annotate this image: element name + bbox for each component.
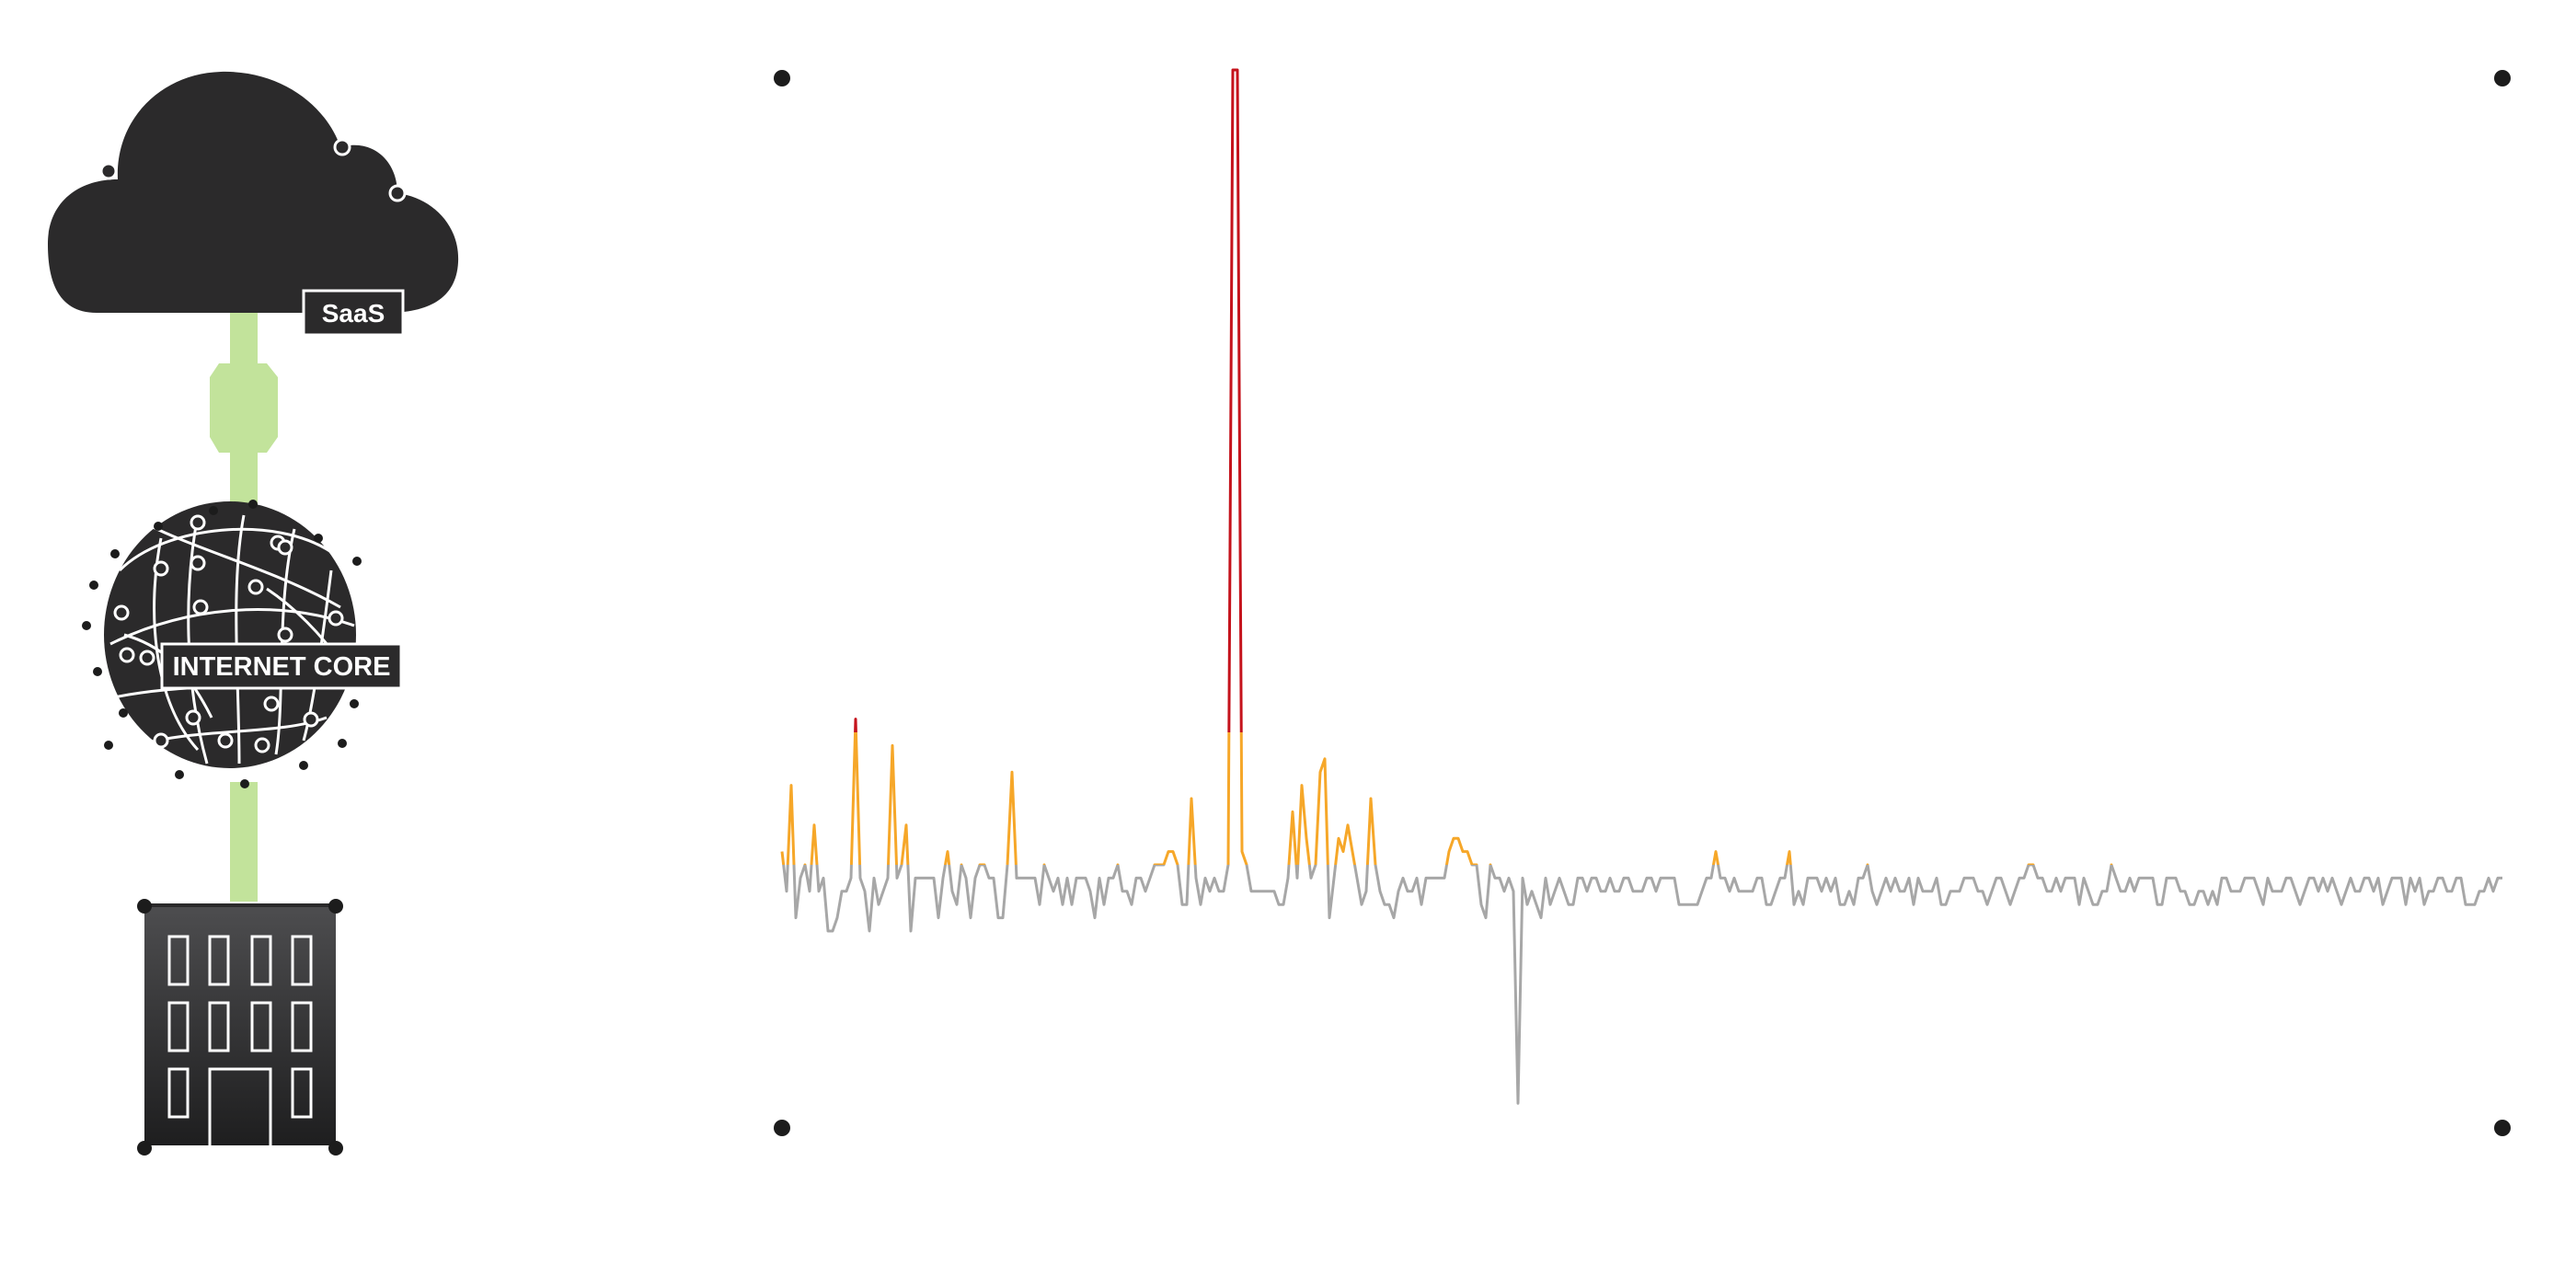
internet-core-label-text: INTERNET CORE bbox=[173, 652, 391, 682]
saas-label: SaaS bbox=[302, 289, 405, 337]
latency-series bbox=[780, 68, 2502, 1105]
chart-corner-bottom-right bbox=[2494, 1120, 2511, 1136]
series-line-warning bbox=[780, 732, 2113, 865]
cloud-icon bbox=[48, 71, 459, 313]
chart-corner-top-right bbox=[2494, 70, 2511, 86]
series-line-critical bbox=[854, 68, 1243, 732]
chart-corner-top-left bbox=[774, 70, 790, 86]
saas-label-text: SaaS bbox=[322, 299, 385, 328]
chart-corner-bottom-left bbox=[774, 1120, 790, 1136]
series-line-normal bbox=[782, 865, 2502, 1105]
link-appliance-icon bbox=[210, 363, 278, 453]
topology-column: SaaS bbox=[48, 71, 459, 1156]
building-icon bbox=[137, 899, 343, 1156]
link-core-to-building bbox=[230, 782, 258, 902]
latency-chart bbox=[774, 68, 2511, 1136]
internet-core-label: INTERNET CORE bbox=[160, 642, 403, 690]
